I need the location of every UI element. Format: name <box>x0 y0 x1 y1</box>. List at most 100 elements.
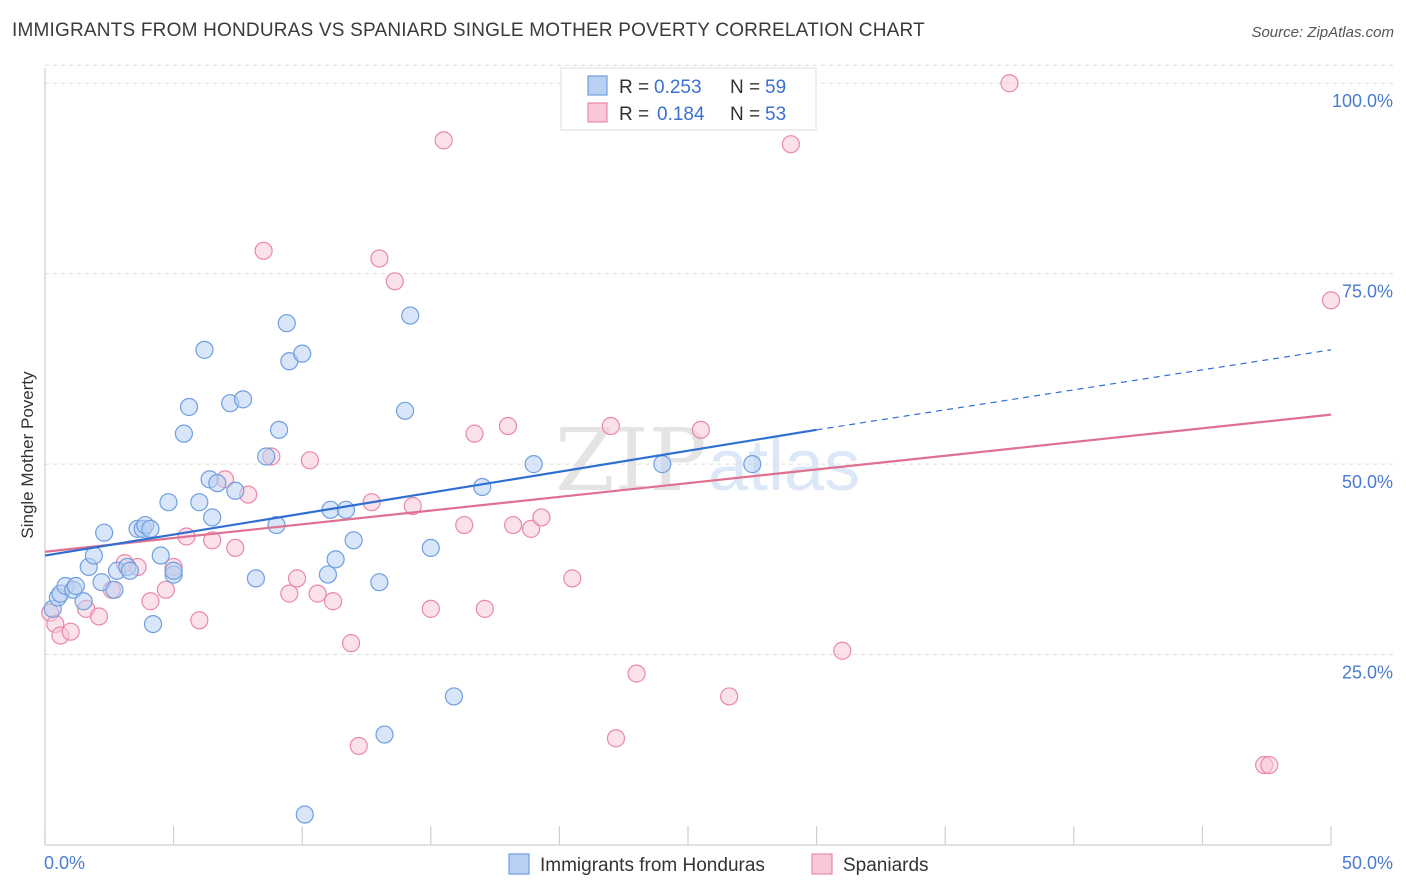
data-point-honduras <box>203 508 222 527</box>
y-tick-label: 25.0% <box>1342 663 1393 683</box>
data-point-honduras <box>151 546 170 565</box>
data-point-honduras <box>401 306 420 325</box>
trend-line-honduras <box>44 428 817 557</box>
data-point-spaniards <box>833 641 852 660</box>
data-point-spaniards <box>781 135 800 154</box>
legend-r-value-honduras: 0.253 <box>654 77 702 98</box>
data-point-honduras <box>174 424 193 443</box>
legend-swatch-spaniards <box>587 102 608 123</box>
data-point-honduras <box>159 493 178 512</box>
data-point-honduras <box>444 687 464 706</box>
data-point-honduras <box>277 314 296 333</box>
gridlines <box>45 64 1395 656</box>
data-point-honduras <box>105 580 124 599</box>
y-tick-label: 75.0% <box>1342 282 1393 302</box>
legend-r-label-honduras: R = <box>619 77 649 98</box>
data-point-spaniards <box>532 508 551 527</box>
data-point-spaniards <box>691 420 710 439</box>
data-point-spaniards <box>563 569 582 588</box>
data-point-honduras <box>269 420 289 439</box>
x-axis-ticks <box>44 826 1332 845</box>
data-point-honduras <box>653 455 672 474</box>
bottom-legend-label-honduras: Immigrants from Honduras <box>540 855 765 876</box>
data-point-honduras <box>257 447 276 466</box>
data-point-spaniards <box>720 687 739 706</box>
data-point-honduras <box>375 725 394 744</box>
legend-n-label-honduras: N = <box>730 77 760 98</box>
data-point-honduras <box>233 390 253 409</box>
data-point-spaniards <box>280 584 299 603</box>
data-point-spaniards <box>203 531 222 550</box>
series-spaniards-points <box>41 74 1341 775</box>
data-point-honduras <box>395 401 415 420</box>
y-axis-title: Single Mother Poverty <box>18 371 37 539</box>
data-point-spaniards <box>190 611 209 630</box>
data-point-spaniards <box>226 538 245 558</box>
data-point-honduras <box>190 493 209 512</box>
data-point-spaniards <box>403 496 422 516</box>
data-point-honduras <box>141 519 160 538</box>
data-point-spaniards <box>475 599 494 618</box>
data-point-spaniards <box>308 584 327 603</box>
data-point-spaniards <box>498 416 518 436</box>
data-point-spaniards <box>465 424 484 443</box>
data-point-spaniards <box>522 519 541 538</box>
data-point-spaniards <box>606 729 626 748</box>
bottom-legend-swatch-spaniards <box>811 853 833 875</box>
data-point-honduras <box>524 455 543 474</box>
legend-swatch-honduras <box>587 75 608 96</box>
legend-r-value-spaniards: 0.184 <box>657 104 705 125</box>
legend-n-label-spaniards: N = <box>730 104 760 125</box>
data-point-spaniards <box>323 592 343 611</box>
data-point-honduras <box>120 561 139 580</box>
data-point-spaniards <box>141 592 160 611</box>
data-point-spaniards <box>61 622 80 641</box>
data-point-spaniards <box>300 451 320 470</box>
data-point-spaniards <box>1321 291 1341 310</box>
y-tick-label: 50.0% <box>1342 472 1393 492</box>
series-honduras-points <box>43 306 762 824</box>
data-point-honduras <box>208 474 227 493</box>
series-legend: Immigrants from Honduras Spaniards <box>508 853 929 876</box>
legend-n-value-honduras: 59 <box>765 77 786 98</box>
data-point-spaniards <box>1000 74 1019 93</box>
y-tick-labels: 25.0% 50.0% 75.0% 100.0% <box>1332 91 1393 682</box>
data-point-honduras <box>179 397 199 417</box>
legend-n-value-spaniards: 53 <box>765 104 786 125</box>
data-point-spaniards <box>287 569 307 588</box>
data-point-spaniards <box>434 131 453 150</box>
data-point-spaniards <box>627 664 646 683</box>
data-point-honduras <box>326 550 345 569</box>
trend-line-spaniards <box>44 413 1332 553</box>
data-point-spaniards <box>1260 755 1279 775</box>
data-point-honduras <box>164 561 183 580</box>
x-tick-label-max: 50.0% <box>1342 853 1393 873</box>
x-tick-label-min: 0.0% <box>44 853 85 873</box>
data-point-spaniards <box>254 241 273 260</box>
data-point-honduras <box>226 481 245 500</box>
data-point-honduras <box>143 614 163 634</box>
data-point-honduras <box>295 805 314 824</box>
data-point-honduras <box>336 500 356 519</box>
data-point-honduras <box>246 569 266 588</box>
data-point-honduras <box>74 592 93 611</box>
data-point-spaniards <box>156 580 175 599</box>
data-point-honduras <box>95 523 114 542</box>
data-point-spaniards <box>504 515 523 535</box>
y-tick-label: 100.0% <box>1332 91 1393 111</box>
data-point-honduras <box>66 576 85 596</box>
data-point-honduras <box>318 565 338 584</box>
data-point-honduras <box>344 531 363 550</box>
data-point-honduras <box>473 477 492 497</box>
data-point-spaniards <box>89 607 109 626</box>
data-point-honduras <box>195 340 214 359</box>
data-point-spaniards <box>385 272 404 291</box>
data-point-honduras <box>293 344 312 363</box>
data-point-spaniards <box>370 249 389 268</box>
data-point-honduras <box>421 538 440 558</box>
legend-r-label-spaniards: R = <box>619 104 649 125</box>
bottom-legend-label-spaniards: Spaniards <box>843 855 929 876</box>
data-point-spaniards <box>341 634 361 653</box>
source-label: Source: ZipAtlas.com <box>1251 24 1394 41</box>
